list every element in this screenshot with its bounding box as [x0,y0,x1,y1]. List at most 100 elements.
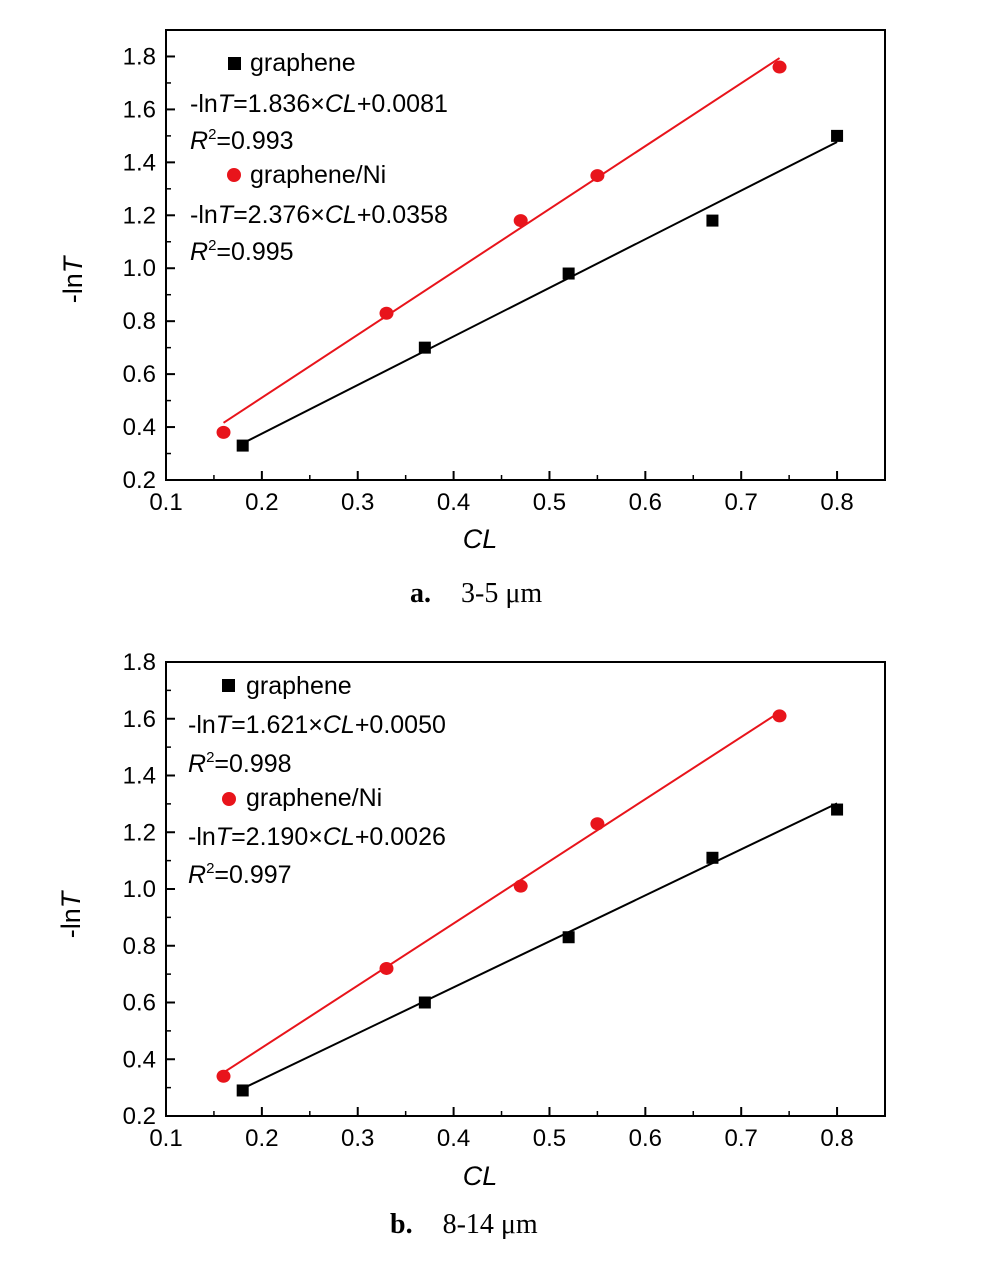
data-point-series-2 [590,817,605,831]
legend-square-marker [222,679,235,692]
x-tick-label: 0.3 [341,1125,374,1152]
y-tick-label: 0.2 [123,1103,156,1130]
fit-line-series-2 [222,57,781,424]
legend-series-2-name: graphene/Ni [246,784,382,812]
x-axis-label: CL [463,1161,498,1191]
data-point-series-1 [236,439,249,452]
data-point-series-1 [418,996,431,1009]
data-point-series-1 [831,803,844,816]
x-tick-label: 0.1 [149,489,182,516]
legend: graphene -lnT=1.621×CL+0.0050 R2=0.998 g… [188,672,446,889]
y-tick-label: 1.4 [123,149,156,176]
fit-lines [222,711,838,1090]
fit-line-series-1 [242,802,838,1090]
fit-line-series-2 [222,711,781,1074]
legend-series-1-r2: R2=0.998 [188,749,292,778]
y-tick-label: 1.8 [123,43,156,70]
data-point-series-2 [513,879,528,893]
caption-letter: a. [410,578,431,609]
x-tick-label: 0.4 [437,1125,470,1152]
chart-b: 0.1 0.2 0.3 0.4 0.5 0.6 0.7 0.8 0.20.40.60.81.0… [56,649,886,1240]
x-tick-label: 0.6 [629,489,662,516]
legend-series-2-r2: R2=0.997 [188,860,292,889]
y-tick-label: 1.8 [123,649,156,676]
data-point-series-1 [706,851,719,864]
y-tick-label: 0.6 [123,990,156,1017]
y-axis-label-var: T [56,889,86,908]
x-tick-label: 0.6 [629,1125,662,1152]
x-tick-label: 0.2 [245,1125,278,1152]
data-point-series-1 [418,341,431,354]
fit-line-series-1 [242,141,838,445]
data-point-series-1 [831,129,844,142]
y-tick-label: 0.6 [123,361,156,388]
y-tick-label: 1.2 [123,819,156,846]
y-axis-label: -lnT [58,254,88,303]
y-tick-label: 0.8 [123,933,156,960]
legend-series-2-equation: -lnT=2.190×CL+0.0026 [188,823,446,851]
x-tick-labels: 0.1 0.2 0.3 0.4 0.5 0.6 0.7 0.8 [149,1125,853,1152]
x-tick-label: 0.2 [245,489,278,516]
plot-frame [165,29,886,481]
data-point-series-2 [379,306,394,320]
caption-text: 8-14 μm [443,1209,538,1240]
y-tick-label: 0.4 [123,1046,156,1073]
legend-series-1-equation: -lnT=1.621×CL+0.0050 [188,711,446,739]
legend-series-1-equation: -lnT=1.836×CL+0.0081 [190,90,448,118]
x-tick-label: 0.7 [725,1125,758,1152]
fit-lines [222,57,838,445]
legend-circle-marker [222,792,236,806]
data-point-series-1 [706,214,719,227]
chart-a: 0.1 0.2 0.3 0.4 0.5 0.6 0.7 0.8 0.20.40.60.81.0… [58,29,886,609]
legend-series-2-name: graphene/Ni [250,161,386,189]
data-point-series-1 [562,267,575,280]
x-tick-labels: 0.1 0.2 0.3 0.4 0.5 0.6 0.7 0.8 [149,489,853,516]
data-markers [216,709,844,1097]
y-tick-label: 0.8 [123,308,156,335]
data-point-series-2 [379,961,394,975]
data-point-series-2 [772,709,787,723]
y-tick-label: 1.4 [123,763,156,790]
y-tick-label: 1.0 [123,876,156,903]
x-tick-label: 0.1 [149,1125,182,1152]
y-axis-label-prefix: -ln [58,273,88,303]
legend-series-1-r2: R2=0.993 [190,126,294,155]
caption: b. 8-14 μm [390,1209,538,1240]
x-tick-label: 0.8 [820,489,853,516]
caption: a. 3-5 μm [410,578,542,609]
x-tick-label: 0.3 [341,489,374,516]
y-axis-label-prefix: -ln [56,908,86,938]
y-tick-label: 0.4 [123,414,156,441]
x-tick-label: 0.4 [437,489,470,516]
data-point-series-1 [236,1084,249,1097]
x-tick-label: 0.5 [533,489,566,516]
y-tick-label: 1.6 [123,96,156,123]
data-point-series-2 [216,1069,231,1083]
legend-series-1-name: graphene [246,672,352,700]
y-tick-label: 0.2 [123,467,156,494]
data-point-series-2 [772,60,787,74]
y-tick-label: 1.2 [123,202,156,229]
tick-marks [165,661,839,1117]
x-tick-label: 0.5 [533,1125,566,1152]
y-axis-label: -lnT [56,889,86,938]
x-axis-label: CL [463,524,498,554]
caption-text: 3-5 μm [461,578,542,609]
x-tick-label: 0.7 [725,489,758,516]
tick-marks [165,55,839,481]
legend-series-2-r2: R2=0.995 [190,237,294,266]
data-point-series-1 [562,931,575,944]
x-tick-label: 0.8 [820,1125,853,1152]
y-tick-label: 1.6 [123,706,156,733]
y-tick-labels: 0.2 0.4 0.6 0.8 1.0 1.2 1.4 1.6 1.8 [123,649,156,1130]
y-tick-labels: 0.2 0.4 0.6 0.8 1.0 1.2 1.4 1.6 1.8 [123,43,156,494]
y-axis-label-var: T [58,254,88,273]
legend-series-1-name: graphene [250,49,356,77]
legend-square-marker [228,57,241,70]
data-point-series-2 [513,214,528,228]
legend-circle-marker [227,168,241,182]
legend-series-2-equation: -lnT=2.376×CL+0.0358 [190,201,448,229]
y-tick-label: 1.0 [123,255,156,282]
data-point-series-2 [216,425,231,439]
